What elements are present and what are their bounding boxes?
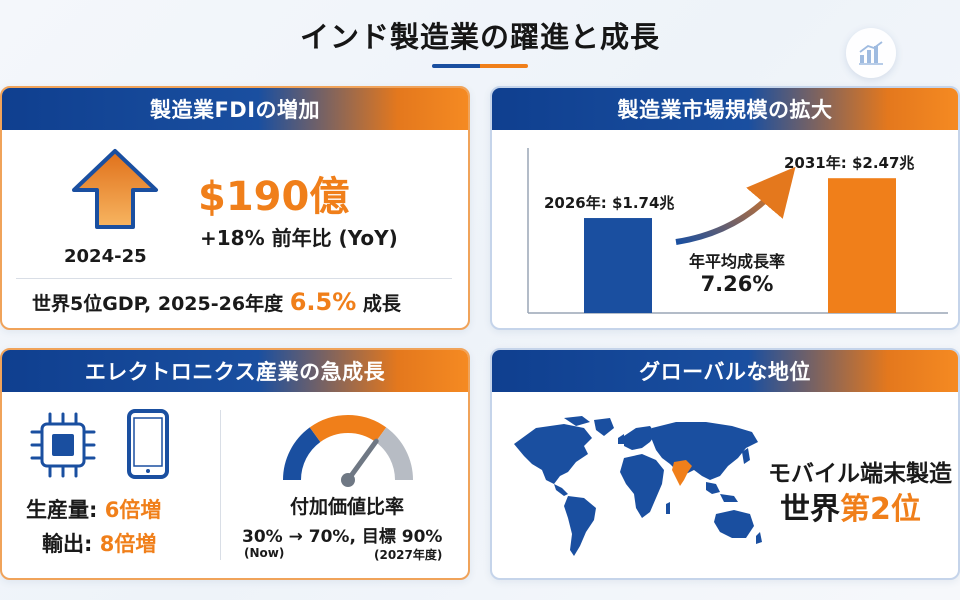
title-underline	[432, 64, 528, 68]
microchip-icon	[30, 412, 96, 478]
fdi-yoy: +18% 前年比 (YoY)	[200, 226, 398, 250]
export-value: 8倍増	[99, 532, 157, 556]
export-stat: 輸出: 8倍増	[42, 528, 156, 558]
gdp-suffix: 成長	[362, 293, 401, 315]
fdi-period: 2024-25	[64, 246, 147, 267]
ratio-text: 30% → 70%, 目標 90%	[242, 527, 443, 547]
gauge-needle	[345, 438, 379, 483]
vertical-divider	[220, 410, 221, 560]
bar-label-1: 2026年: $1.74兆	[544, 194, 674, 212]
gauge-hub	[341, 473, 355, 487]
fdi-panel: 製造業FDIの増加 2024-25 $190億 +18% 前年比 (YoY) 世…	[0, 86, 470, 330]
gauge-current-arc	[283, 427, 321, 481]
bar-1	[584, 218, 652, 313]
ratio-now-note: (Now)	[244, 546, 285, 560]
page-title: インド製造業の躍進と成長	[299, 20, 660, 54]
bar-label-2: 2031年: $2.47兆	[784, 154, 914, 172]
gdp-growth-line: 世界5位GDP, 2025-26年度 6.5% 成長	[32, 288, 401, 316]
gauge-icon	[283, 415, 413, 487]
bar-labels-group: 2026年: $1.74兆 2031年: $2.47兆	[544, 154, 914, 212]
cagr-value: 7.26%	[700, 272, 774, 296]
gauge-growth-arc	[309, 415, 387, 443]
production-value: 6倍増	[104, 498, 162, 522]
growth-arrow-icon	[675, 166, 796, 245]
cagr-label: 年平均成長率	[688, 252, 785, 271]
rank-line: 世界第2位	[780, 484, 921, 528]
electronics-panel: エレクトロニクス産業の急成長 生産量: 6倍増 輸出: 8倍増 付加価値比率 3…	[0, 348, 470, 580]
gauge-remaining-arc	[375, 427, 413, 481]
chart-icon	[846, 28, 896, 78]
rank-prefix: 世界	[780, 492, 840, 527]
global-header: グローバルな地位	[492, 350, 958, 392]
market-bar-chart: 2026年: $1.74兆 2031年: $2.47兆	[527, 148, 948, 314]
market-header: 製造業市場規模の拡大	[492, 88, 958, 130]
rank-value: 第2位	[840, 492, 921, 527]
world-map-icon	[514, 416, 762, 556]
export-label: 輸出:	[42, 532, 93, 556]
fdi-amount: $190億	[198, 174, 350, 220]
production-stat: 生産量: 6倍増	[26, 494, 161, 524]
rank-label: モバイル端末製造	[768, 461, 952, 487]
bars-group	[584, 178, 896, 313]
market-panel: 製造業市場規模の拡大 2026年: $1.74兆 2031年: $2.47兆 年平…	[490, 86, 960, 330]
smartphone-icon	[127, 409, 169, 479]
global-panel: グローバルな地位	[490, 348, 960, 580]
ratio-target-note: (2027年度)	[374, 548, 443, 562]
gdp-prefix: 世界5位GDP, 2025-26年度	[32, 293, 284, 315]
electronics-header: エレクトロニクス産業の急成長	[2, 350, 468, 392]
india-highlight	[672, 460, 692, 486]
gdp-value: 6.5%	[289, 288, 357, 316]
fdi-header: 製造業FDIの増加	[2, 88, 468, 130]
production-label: 生産量:	[26, 498, 98, 522]
bar-2	[828, 178, 896, 313]
divider	[16, 278, 452, 279]
up-arrow-icon	[72, 149, 158, 229]
ratio-title: 付加価値比率	[289, 496, 404, 518]
